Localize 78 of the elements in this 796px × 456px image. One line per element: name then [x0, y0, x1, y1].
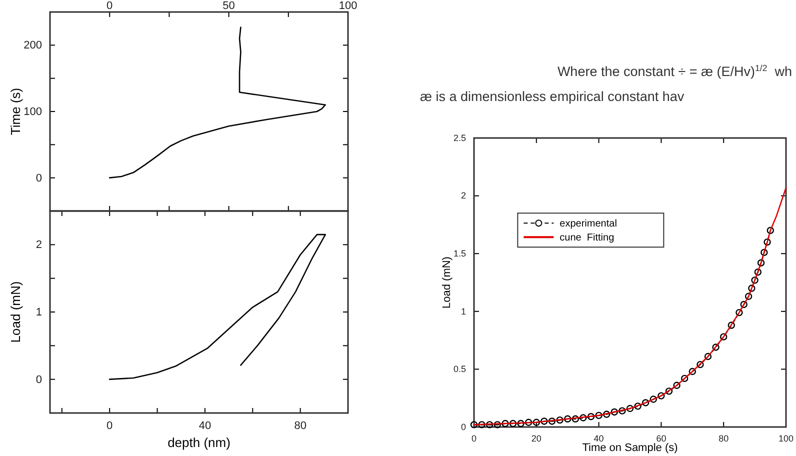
point: [728, 322, 735, 329]
point: [736, 308, 743, 316]
y-tick-label: 2: [460, 190, 466, 201]
text: Where the constant ÷ = æ (E/Hv)$^{1/2}$ wh: [557, 63, 792, 79]
legend-label: experimental: [560, 218, 617, 230]
x-tick-label: 0: [106, 420, 113, 432]
point: [642, 399, 650, 406]
x2-tick-label: 0: [106, 0, 113, 12]
y-tick-label: 0: [36, 374, 42, 386]
y-axis-title: Time (s): [8, 88, 23, 136]
point: [634, 402, 642, 410]
y-tick-label: 200: [24, 40, 42, 52]
point: [540, 418, 548, 425]
y-tick-label: 2.5: [453, 132, 466, 143]
x2-tick-label: 100: [338, 0, 358, 12]
y-tick-label: 2: [36, 239, 42, 252]
point: [704, 352, 712, 360]
text: æ is a dimensionless empirical constant hav: [420, 89, 684, 104]
x2-tick-label: 50: [222, 0, 235, 12]
point: [532, 418, 540, 426]
x-tick-label: 40: [198, 420, 212, 432]
point: [548, 418, 556, 425]
x-tick-label: 0: [471, 433, 477, 444]
legend-label: cune Fitting: [560, 232, 614, 244]
point: [740, 300, 748, 308]
point: [673, 382, 680, 389]
x-tick-label: 20: [531, 433, 542, 444]
point: [748, 284, 756, 292]
y-axis-title: Load (mN): [8, 281, 23, 343]
point: [556, 416, 564, 424]
point: [744, 292, 752, 300]
y-tick-label: 100: [24, 106, 42, 118]
point: [572, 415, 579, 423]
x-tick-label: 40: [594, 433, 604, 444]
point: [517, 420, 524, 428]
point: [712, 344, 720, 351]
point: [564, 415, 572, 423]
point: [764, 238, 771, 246]
point: [509, 420, 517, 428]
point: [494, 421, 501, 428]
point: [618, 407, 626, 414]
point: [470, 421, 478, 428]
y-tick-label: 1: [460, 306, 466, 316]
x-axis-title: depth (nm): [168, 435, 230, 450]
point: [658, 392, 665, 400]
x-axis-title: Time on Sample (s): [582, 442, 678, 454]
x-tick-label: 100: [778, 433, 794, 444]
point: [580, 414, 587, 422]
y-tick-label: 1: [36, 306, 42, 319]
point: [757, 259, 765, 266]
point: [595, 412, 602, 420]
point: [525, 418, 532, 426]
x-tick-label: 60: [656, 433, 666, 444]
y-tick-label: 0.5: [453, 364, 466, 374]
y-tick-label: 0: [36, 172, 42, 184]
point: [751, 276, 758, 284]
x-tick-label: 80: [294, 420, 306, 432]
point: [650, 396, 657, 403]
point: [720, 333, 728, 340]
point: [610, 408, 618, 416]
point: [766, 226, 774, 234]
point: [486, 421, 494, 428]
line-series: [108, 234, 326, 380]
point: [502, 420, 509, 428]
point: [681, 374, 688, 382]
point: [603, 410, 610, 418]
point: [688, 368, 696, 376]
point: [665, 388, 673, 395]
point: [626, 404, 634, 412]
point: [478, 421, 486, 428]
point: [696, 360, 704, 368]
y-tick-label: 1.5: [453, 248, 466, 258]
line-series: [108, 26, 326, 178]
point: [760, 248, 768, 256]
y-axis-title: Load (mN): [441, 256, 453, 308]
x-tick-label: 80: [718, 433, 729, 444]
point: [754, 268, 762, 276]
point: [587, 412, 595, 420]
